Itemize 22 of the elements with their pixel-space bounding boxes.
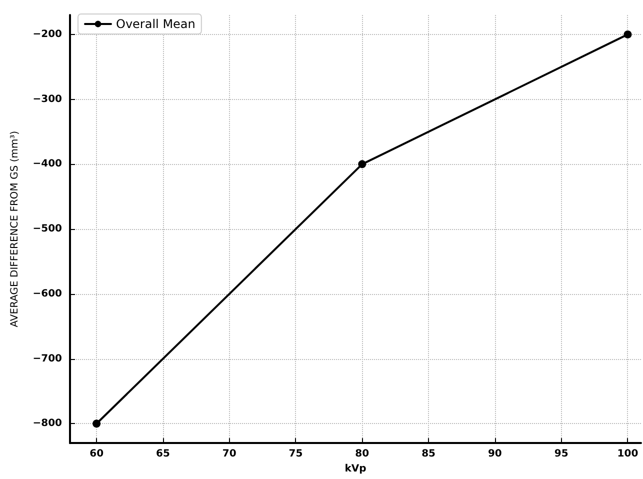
x-tick-label: 95 [554, 448, 568, 460]
x-tick-label: 75 [288, 448, 303, 460]
y-tick-label: −600 [32, 288, 62, 300]
y-tick-label: −200 [32, 28, 62, 40]
y-tick-label: −700 [32, 353, 62, 364]
legend-label: Overall Mean [116, 17, 196, 31]
x-tick-label: 85 [422, 448, 436, 460]
y-tick-label: −800 [32, 418, 62, 430]
x-tick-label: 60 [90, 448, 104, 460]
x-tick-label: 100 [617, 448, 638, 460]
x-tick-label: 70 [222, 448, 236, 460]
y-tick-label: −500 [32, 224, 62, 235]
y-tick-label: −300 [32, 94, 62, 105]
point [624, 30, 632, 38]
y-tick-label: −400 [32, 158, 62, 170]
point [92, 420, 101, 428]
x-axis-title: kVp [344, 464, 366, 474]
x-tick-label: 65 [156, 448, 170, 460]
x-tick-label: 90 [488, 448, 502, 460]
x-tick-label: 80 [355, 448, 370, 460]
point [358, 160, 366, 168]
y-axis-title: AVERAGE DIFFERENCE FROM GS (mm³) [10, 130, 20, 328]
